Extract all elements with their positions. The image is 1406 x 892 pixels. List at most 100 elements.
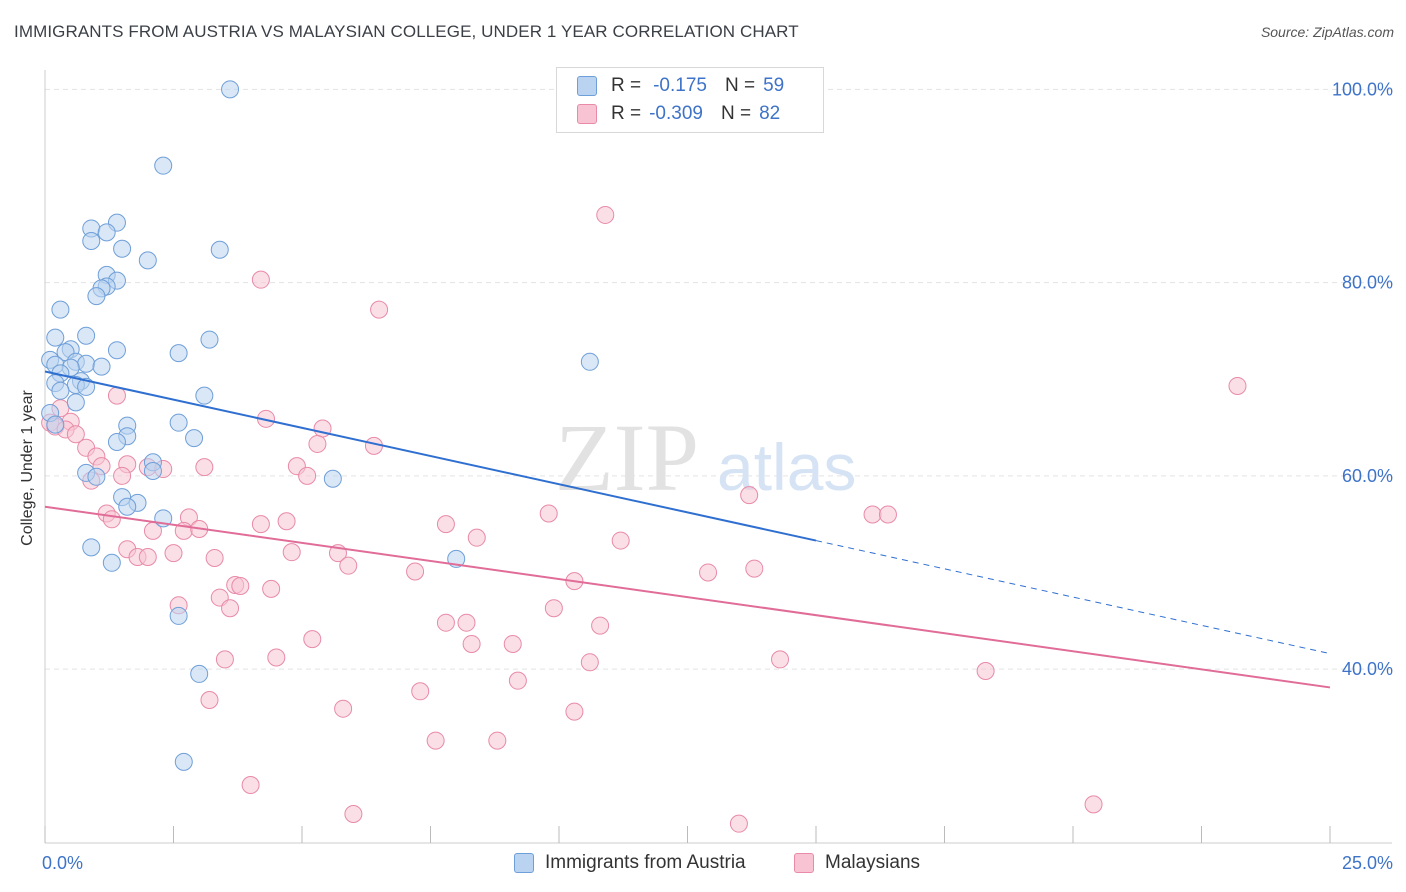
data-point-malaysians xyxy=(426,731,445,750)
data-point-austria xyxy=(82,232,101,251)
data-point-malaysians xyxy=(344,805,363,824)
data-point-malaysians xyxy=(138,547,157,566)
data-point-malaysians xyxy=(580,653,599,672)
data-point-malaysians xyxy=(231,576,250,595)
data-point-malaysians xyxy=(462,634,481,653)
data-point-austria xyxy=(143,461,162,480)
data-point-malaysians xyxy=(508,671,527,690)
data-point-austria xyxy=(87,287,106,306)
legend-r-value: -0.309 xyxy=(649,103,703,124)
bottom-legend-malaysians: Malaysians xyxy=(794,852,920,874)
data-point-malaysians xyxy=(251,270,270,289)
data-point-malaysians xyxy=(215,650,234,669)
legend-swatch-pink xyxy=(577,104,597,124)
data-point-malaysians xyxy=(334,699,353,718)
bottom-legend-austria: Immigrants from Austria xyxy=(514,852,746,874)
data-point-malaysians xyxy=(596,205,615,224)
data-point-malaysians xyxy=(503,634,522,653)
y-tick-label: 40.0% xyxy=(1342,659,1393,679)
data-point-malaysians xyxy=(771,650,790,669)
data-point-malaysians xyxy=(745,559,764,578)
data-point-malaysians xyxy=(298,466,317,485)
data-point-malaysians xyxy=(262,579,281,598)
data-point-austria xyxy=(169,344,188,363)
malaysians-points xyxy=(41,205,1247,833)
legend-row-austria: R = -0.175 N = 59 xyxy=(577,74,784,98)
data-point-austria xyxy=(87,467,106,486)
data-point-malaysians xyxy=(66,425,85,444)
data-point-austria xyxy=(210,240,229,259)
data-point-malaysians xyxy=(241,776,260,795)
data-point-austria xyxy=(66,393,85,412)
source-label: Source: ZipAtlas.com xyxy=(1260,24,1394,40)
data-point-austria xyxy=(107,433,126,452)
data-point-austria xyxy=(195,386,214,405)
y-axis-label: College, Under 1 year xyxy=(19,390,36,546)
data-point-malaysians xyxy=(740,486,759,505)
data-point-malaysians xyxy=(544,599,563,618)
data-point-austria xyxy=(77,377,96,396)
data-point-malaysians xyxy=(457,613,476,632)
data-point-malaysians xyxy=(370,300,389,319)
data-point-malaysians xyxy=(102,510,121,529)
data-point-austria xyxy=(221,80,240,99)
data-point-malaysians xyxy=(488,731,507,750)
data-point-austria xyxy=(154,156,173,175)
y-tick-label: 100.0% xyxy=(1332,79,1393,99)
data-point-malaysians xyxy=(277,512,296,531)
data-point-austria xyxy=(46,415,65,434)
data-point-malaysians xyxy=(221,599,240,618)
data-point-austria xyxy=(77,354,96,373)
data-point-malaysians xyxy=(611,531,630,550)
data-point-malaysians xyxy=(436,613,455,632)
data-point-malaysians xyxy=(699,563,718,582)
y-tick-label: 60.0% xyxy=(1342,466,1393,486)
data-point-malaysians xyxy=(195,458,214,477)
bottom-legend-swatch-pink xyxy=(794,853,814,873)
data-point-austria xyxy=(82,538,101,557)
data-point-malaysians xyxy=(539,504,558,523)
data-point-malaysians xyxy=(164,544,183,563)
data-point-malaysians xyxy=(107,386,126,405)
tick-labels: 40.0% 60.0% 80.0% 100.0% 0.0% 25.0% xyxy=(42,79,1393,873)
y-tick-label: 80.0% xyxy=(1342,273,1393,293)
data-point-austria xyxy=(77,326,96,345)
data-point-austria xyxy=(51,300,70,319)
data-point-malaysians xyxy=(1228,376,1247,395)
data-point-austria xyxy=(323,469,342,488)
legend-r-label: R = xyxy=(611,75,642,96)
legend-r-value: -0.175 xyxy=(653,75,707,96)
data-point-austria xyxy=(113,239,132,258)
data-point-austria xyxy=(190,664,209,683)
data-point-malaysians xyxy=(436,515,455,534)
data-point-austria xyxy=(118,497,137,516)
data-point-malaysians xyxy=(308,434,327,453)
data-point-malaysians xyxy=(251,515,270,534)
data-point-malaysians xyxy=(282,543,301,562)
data-point-malaysians xyxy=(339,556,358,575)
stats-legend: R = -0.175 N = 59 R = -0.309 N = 82 xyxy=(556,67,824,133)
data-point-austria xyxy=(107,341,126,360)
data-point-malaysians xyxy=(1084,795,1103,814)
trend-line-austria xyxy=(44,370,817,542)
trend-line-austria-extension xyxy=(815,540,1331,655)
data-point-malaysians xyxy=(200,690,219,709)
bottom-legend-swatch-blue xyxy=(514,853,534,873)
bottom-legend-label: Immigrants from Austria xyxy=(545,852,746,873)
data-point-malaysians xyxy=(729,814,748,833)
trend-lines xyxy=(44,370,1331,689)
data-point-malaysians xyxy=(565,702,584,721)
watermark-atlas: atlas xyxy=(717,430,856,504)
data-point-malaysians xyxy=(591,616,610,635)
legend-n-label: N = xyxy=(720,103,752,124)
data-point-austria xyxy=(174,752,193,771)
watermark-zip: ZIP xyxy=(555,404,699,511)
legend-swatch-blue xyxy=(577,76,597,96)
legend-n-value: 59 xyxy=(763,75,785,96)
x-tick-label: 25.0% xyxy=(1342,853,1393,873)
data-point-malaysians xyxy=(976,662,995,681)
austria-points xyxy=(41,80,599,771)
data-point-malaysians xyxy=(878,505,897,524)
data-point-austria xyxy=(200,330,219,349)
